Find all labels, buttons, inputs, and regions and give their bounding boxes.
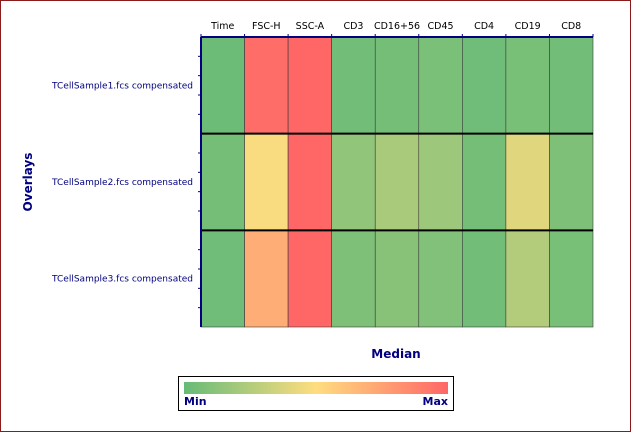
heatmap-cell: [418, 36, 463, 134]
color-scale-legend: Min Max: [178, 376, 454, 411]
heatmap-cell: [549, 36, 594, 134]
heatmap-cell: [418, 133, 463, 231]
heatmap-cell: [462, 230, 507, 328]
heatmap-cell: [549, 230, 594, 328]
column-label: SSC-A: [296, 21, 325, 32]
legend-min-label: Min: [184, 395, 207, 408]
heatmap-cell: [200, 36, 245, 134]
row-separators: [201, 132, 593, 232]
heatmap-cell: [505, 133, 550, 231]
heatmap-cell: [549, 133, 594, 231]
y-axis-title: Overlays: [21, 153, 35, 212]
heatmap-cell: [287, 133, 332, 231]
heatmap-cell: [505, 230, 550, 328]
heatmap-chart: Time FSC-H SSC-A CD3 CD16+56 CD45 CD4 CD19 CD8 T…: [21, 21, 594, 361]
axes: [198, 34, 594, 327]
row-label: TCellSample2.fcs compensated: [51, 178, 193, 188]
heatmap-cell: [244, 133, 289, 231]
heatmap-cell: [244, 230, 289, 328]
row-label: TCellSample1.fcs compensated: [51, 81, 193, 91]
x-axis-title: Median: [371, 347, 420, 361]
heatmap-cell: [331, 133, 376, 231]
heatmap-cells: [200, 36, 594, 328]
color-scale-gradient: [184, 382, 448, 394]
heatmap-cell: [418, 230, 463, 328]
heatmap-cell: [374, 133, 420, 231]
legend-max-label: Max: [422, 395, 448, 408]
heatmap-cell: [374, 36, 420, 134]
column-label: CD4: [474, 21, 494, 32]
heatmap-cell: [287, 36, 332, 134]
heatmap-cell: [331, 230, 376, 328]
heatmap-cell: [200, 230, 245, 328]
column-labels: Time FSC-H SSC-A CD3 CD16+56 CD45 CD4 CD19 CD8: [210, 21, 581, 32]
heatmap-cell: [462, 36, 507, 134]
row-labels: TCellSample1.fcs compensated TCellSample2…: [51, 81, 193, 284]
column-label: CD8: [561, 21, 581, 32]
column-label: CD16+56: [374, 21, 420, 32]
heatmap-cell: [374, 230, 420, 328]
heatmap-cell: [331, 36, 376, 134]
column-label: Time: [210, 21, 234, 32]
heatmap-cell: [200, 133, 245, 231]
column-label: CD19: [515, 21, 541, 32]
column-label: CD3: [343, 21, 363, 32]
heatmap-cell: [287, 230, 332, 328]
row-label: TCellSample3.fcs compensated: [51, 275, 193, 285]
heatmap-cell: [462, 133, 507, 231]
column-label: CD45: [428, 21, 454, 32]
heatmap-cell: [505, 36, 550, 134]
heatmap-cell: [244, 36, 289, 134]
column-label: FSC-H: [252, 21, 281, 32]
